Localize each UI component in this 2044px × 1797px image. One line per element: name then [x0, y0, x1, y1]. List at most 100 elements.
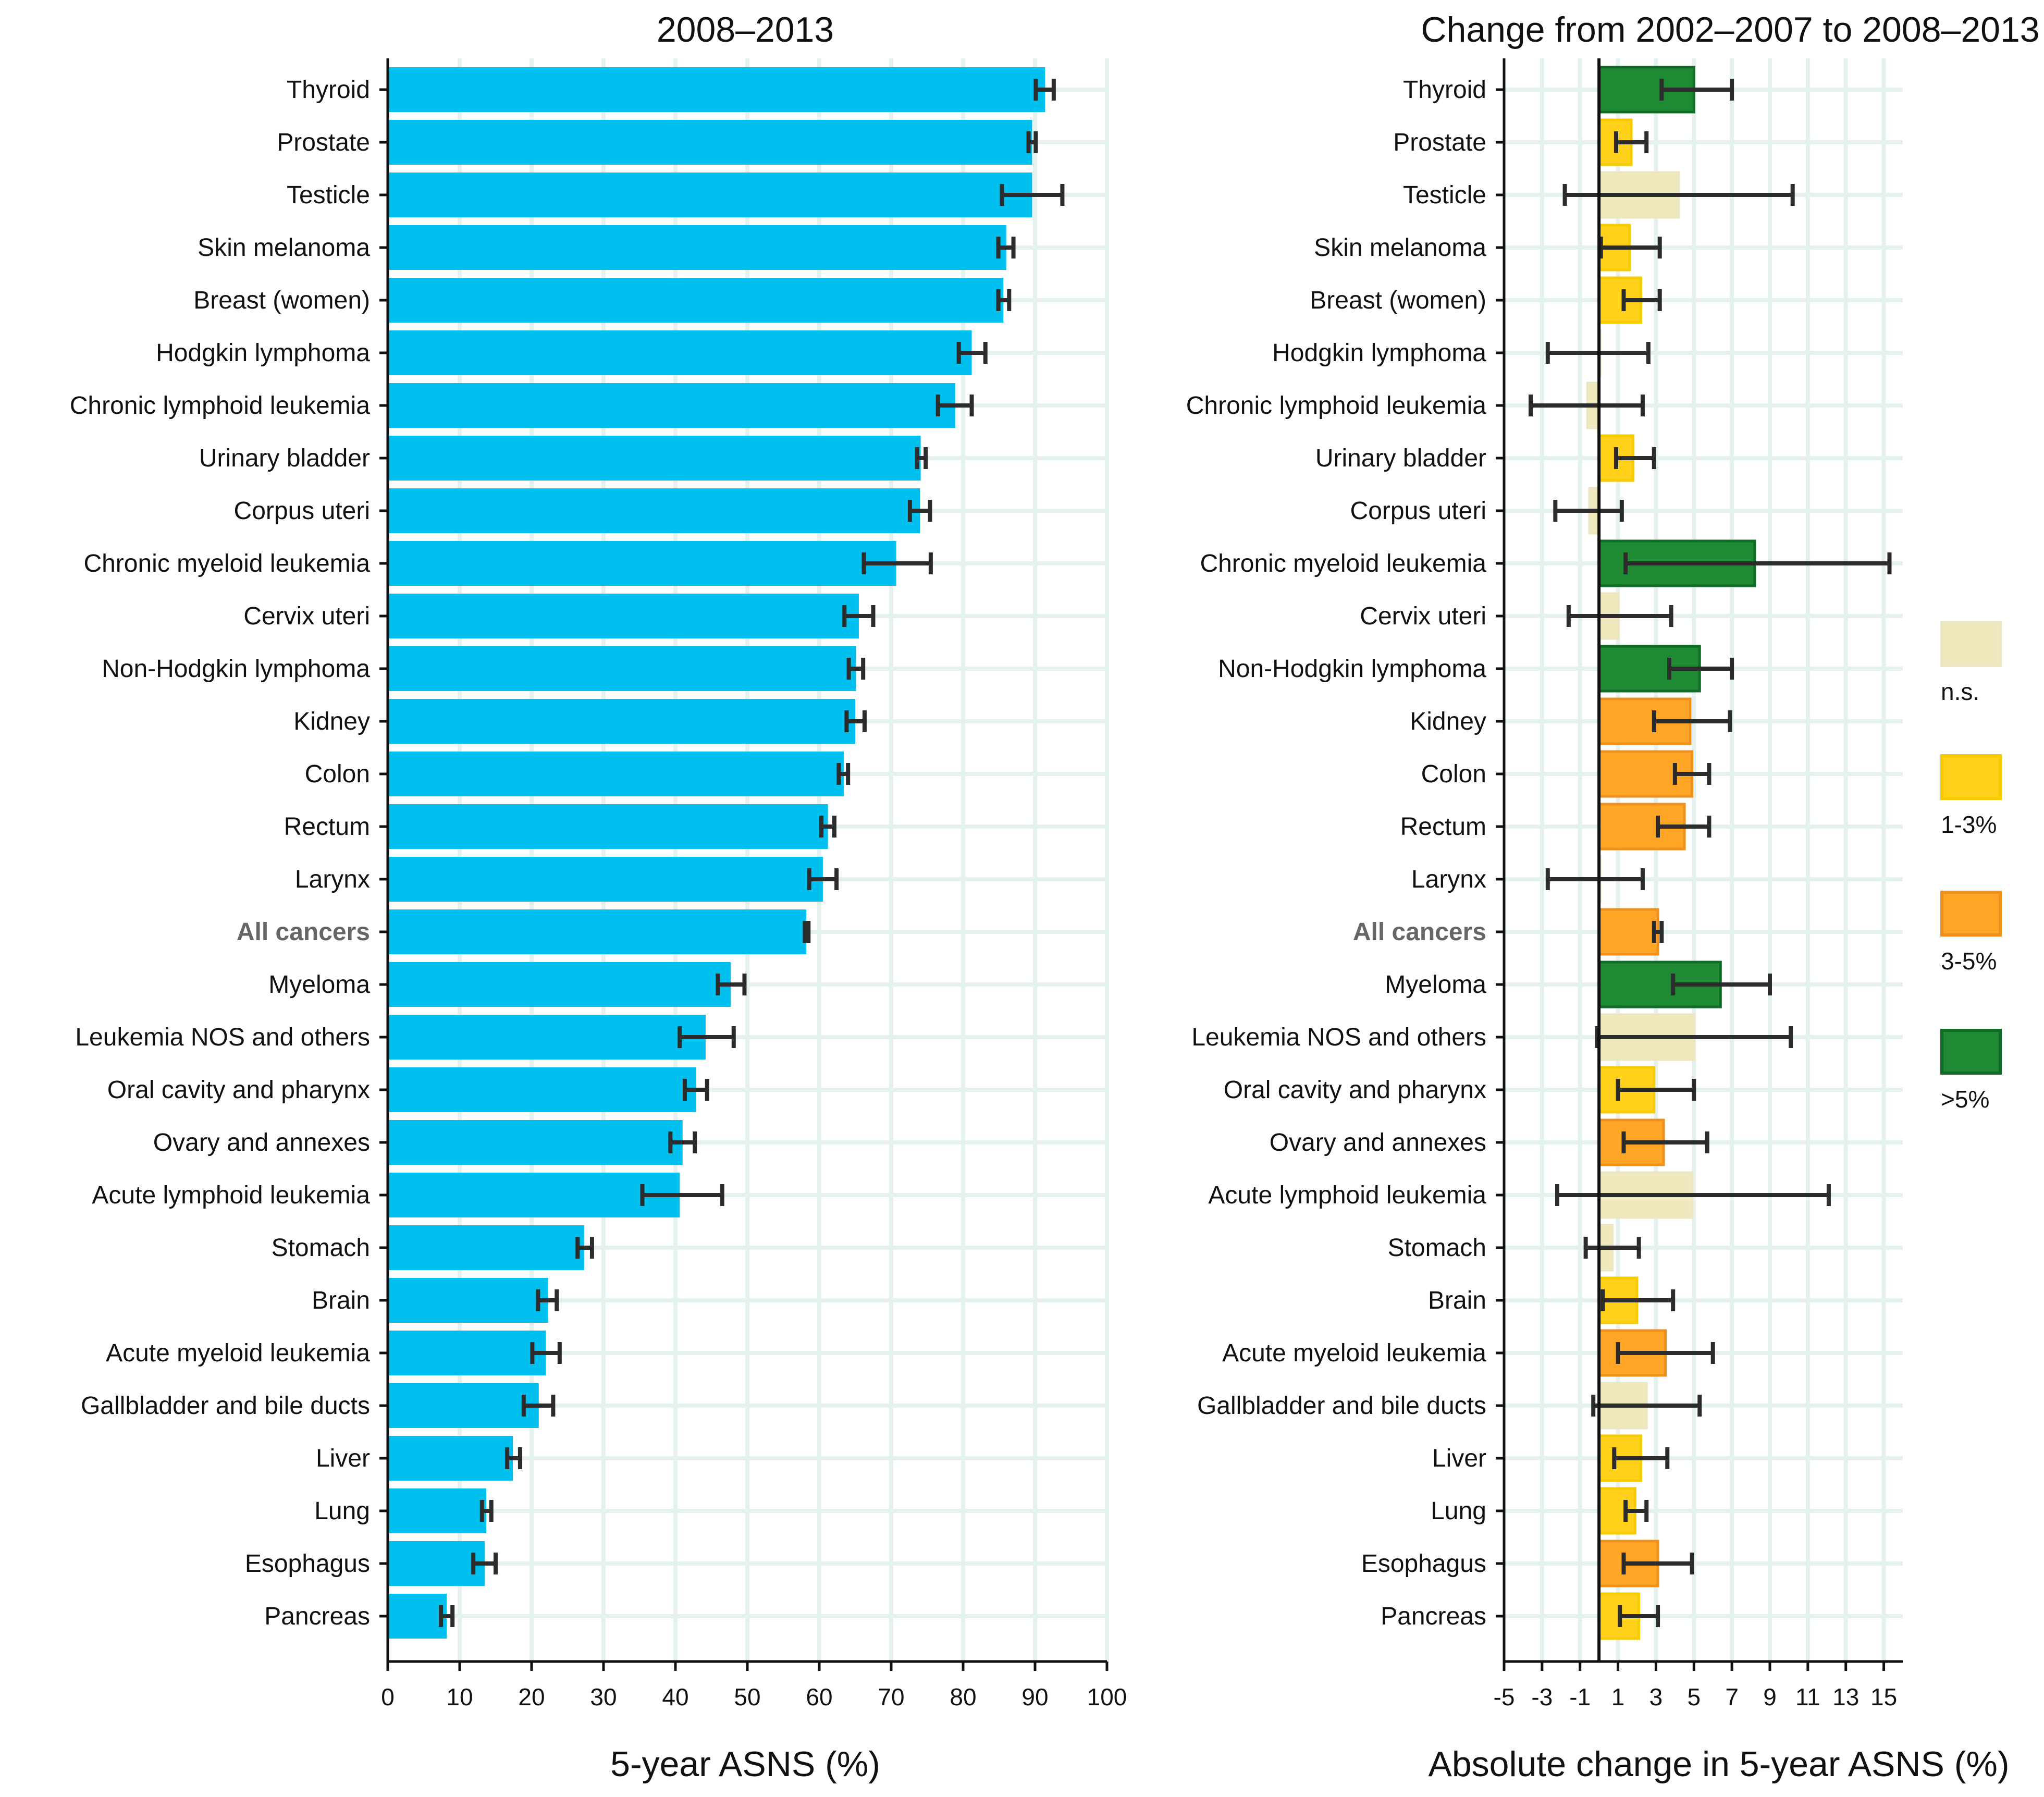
right-category-label: Pancreas	[1381, 1603, 1486, 1630]
left-error-bar-breast-women	[996, 289, 1012, 311]
left-x-tick-label: 60	[806, 1683, 832, 1710]
left-error-bar-acute-lymphoid-leukemia	[640, 1184, 724, 1206]
right-error-bar-lung	[1623, 1500, 1649, 1522]
left-bar-kidney	[388, 699, 855, 744]
left-error-bar-prostate	[1026, 131, 1038, 153]
left-category-label: Leukemia NOS and others	[75, 1024, 370, 1051]
left-bar-acute-myeloid-leukemia	[388, 1331, 546, 1375]
left-error-bar-urinary-bladder	[915, 447, 928, 469]
right-chart: Thyroid Prostate Testicle Skin melanoma Brea…	[1186, 58, 1903, 1710]
right-category-label: Non-Hodgkin lymphoma	[1218, 655, 1486, 683]
left-bar-stomach	[388, 1225, 584, 1270]
left-error-bar-liver	[505, 1447, 522, 1469]
right-x-tick-label: 9	[1763, 1683, 1777, 1710]
left-error-bar-chronic-myeloid-leukemia	[861, 552, 933, 574]
right-bar-all-cancers	[1597, 908, 1659, 956]
right-x-tick-label: -5	[1494, 1683, 1515, 1710]
right-error-bar-acute-myeloid-leukemia	[1616, 1342, 1715, 1364]
left-error-bar-skin-melanoma	[996, 237, 1016, 259]
left-bar-rectum	[388, 804, 828, 849]
left-x-tick-label: 10	[446, 1683, 473, 1710]
left-category-label: Chronic myeloid leukemia	[83, 550, 370, 577]
left-bar-ovary-and-annexes	[388, 1120, 683, 1165]
right-error-bar-liver	[1612, 1447, 1670, 1469]
left-x-tick-label: 40	[662, 1683, 688, 1710]
left-category-label: Acute myeloid leukemia	[106, 1339, 370, 1367]
left-error-bar-esophagus	[471, 1553, 498, 1574]
right-category-label: All cancers	[1353, 918, 1486, 946]
left-bar-leukemia-nos-and-others	[388, 1015, 706, 1060]
left-category-label: Corpus uteri	[234, 497, 370, 525]
left-category-label: Thyroid	[287, 76, 370, 104]
left-bar-lung	[388, 1488, 487, 1533]
left-error-bar-hodgkin-lymphoma	[956, 342, 988, 364]
right-error-bar-leukemia-nos-and-others	[1595, 1026, 1793, 1048]
left-error-bar-corpus-uteri	[907, 500, 932, 522]
left-x-axis-title: 5-year ASNS (%)	[610, 1744, 880, 1784]
left-x-tick-label: 70	[878, 1683, 904, 1710]
left-error-bar-brain	[536, 1289, 559, 1311]
legend-swatch-ns	[1940, 621, 2002, 667]
left-bar-thyroid	[388, 67, 1045, 112]
right-category-label: Chronic lymphoid leukemia	[1186, 392, 1487, 420]
left-category-label: Acute lymphoid leukemia	[92, 1181, 370, 1209]
left-category-label: Rectum	[284, 813, 370, 841]
legend-label-1-3: 1-3%	[1941, 811, 1997, 838]
left-bar-liver	[388, 1436, 513, 1481]
left-error-bar-oral-cavity-and-pharynx	[682, 1079, 709, 1101]
right-error-bars	[1529, 79, 1892, 1627]
right-category-label: Oral cavity and pharynx	[1224, 1076, 1486, 1104]
legend-label-ns: n.s.	[1941, 678, 1979, 705]
left-category-label: Testicle	[287, 181, 370, 209]
right-error-bar-thyroid	[1659, 79, 1734, 101]
right-x-tick-label: -3	[1531, 1683, 1553, 1710]
right-error-bar-oral-cavity-and-pharynx	[1616, 1079, 1696, 1101]
left-error-bar-lung	[479, 1500, 494, 1522]
left-category-label: Ovary and annexes	[153, 1129, 370, 1156]
right-error-bar-acute-lymphoid-leukemia	[1555, 1184, 1831, 1206]
left-bar-chronic-myeloid-leukemia	[388, 541, 896, 586]
right-category-label: Myeloma	[1385, 971, 1486, 999]
right-category-label: Colon	[1421, 760, 1486, 788]
left-error-bar-leukemia-nos-and-others	[678, 1026, 736, 1048]
left-category-label: Esophagus	[245, 1550, 370, 1578]
left-bar-corpus-uteri	[388, 488, 920, 533]
left-x-axis: 0 10 20 30 40 50 60 70 80 90 100	[381, 1661, 1127, 1710]
right-category-label: Acute myeloid leukemia	[1222, 1339, 1486, 1367]
right-x-tick-label: 15	[1870, 1683, 1897, 1710]
legend-label-3-5: 3-5%	[1941, 947, 1997, 975]
right-category-label: Gallbladder and bile ducts	[1197, 1392, 1486, 1420]
left-category-label: Pancreas	[264, 1603, 370, 1630]
right-error-bar-skin-melanoma	[1598, 237, 1662, 259]
left-bar-testicle	[388, 173, 1032, 217]
left-bar-gallbladder-and-bile-ducts	[388, 1383, 539, 1428]
left-category-label: Non-Hodgkin lymphoma	[102, 655, 370, 683]
right-error-bar-myeloma	[1671, 974, 1772, 995]
left-category-label: Oral cavity and pharynx	[107, 1076, 370, 1104]
right-category-label: Larynx	[1411, 866, 1486, 893]
right-y-axis: Thyroid Prostate Testicle Skin melanoma Brea…	[1186, 76, 1504, 1630]
left-category-label: Myeloma	[268, 971, 370, 999]
right-category-label: Skin melanoma	[1314, 234, 1486, 262]
left-bar-myeloma	[388, 962, 731, 1007]
right-error-bar-all-cancers	[1652, 921, 1664, 943]
left-chart: Thyroid Prostate Testicle Skin melanoma Brea…	[70, 58, 1127, 1710]
left-error-bar-non-hodgkin-lymphoma	[846, 658, 866, 680]
legend: n.s. 1-3% 3-5% >5%	[1940, 621, 2002, 1113]
right-x-tick-label: 13	[1832, 1683, 1859, 1710]
right-category-label: Rectum	[1400, 813, 1486, 841]
right-x-tick-label: 7	[1725, 1683, 1739, 1710]
legend-label-gt5: >5%	[1941, 1086, 1989, 1113]
right-error-bar-cervix-uteri	[1566, 605, 1673, 627]
left-category-label: Larynx	[295, 866, 370, 893]
legend-swatch-1-3	[1940, 754, 2002, 800]
left-error-bar-rectum	[819, 816, 836, 838]
left-category-label: Kidney	[293, 708, 370, 735]
left-x-tick-label: 20	[518, 1683, 545, 1710]
right-error-bar-prostate	[1614, 131, 1649, 153]
left-category-label: Breast (women)	[193, 287, 370, 314]
left-error-bar-testicle	[1000, 184, 1065, 206]
right-category-label: Urinary bladder	[1315, 445, 1486, 472]
right-error-bar-ovary-and-annexes	[1621, 1131, 1709, 1153]
left-error-bar-all-cancers	[803, 921, 811, 943]
